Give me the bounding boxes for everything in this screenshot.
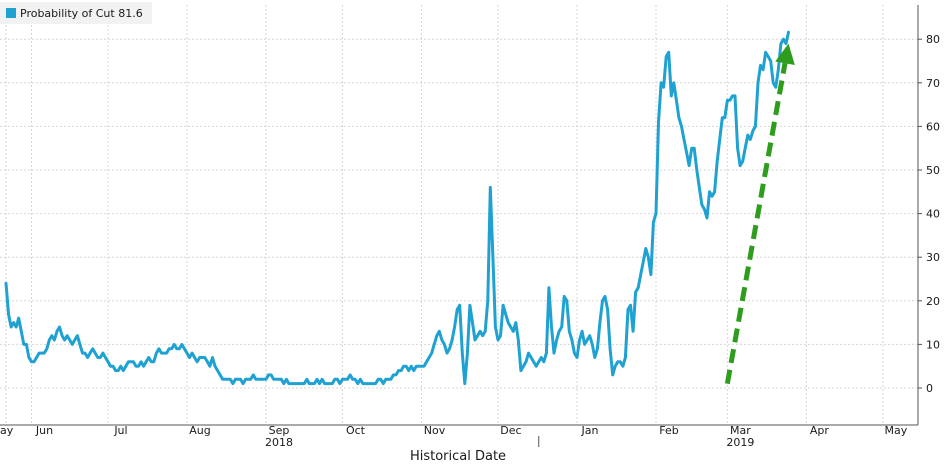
y-tick-label: 10 xyxy=(926,338,940,351)
y-tick-label: 50 xyxy=(926,164,940,177)
x-tick-label: Jan xyxy=(580,424,598,437)
x-tick-label: Apr xyxy=(810,424,830,437)
y-tick-label: 40 xyxy=(926,208,940,221)
x-year-label: 2018 xyxy=(265,436,293,449)
annotation-layer xyxy=(724,43,795,385)
series-layer xyxy=(4,30,790,386)
x-tick-label: Jun xyxy=(35,424,53,437)
trend-arrow-shaft xyxy=(724,62,788,385)
x-tick-label: Jul xyxy=(113,424,127,437)
x-tick-label: Dec xyxy=(500,424,521,437)
axes: 0 10 20 30 40 50 60 70 80 ay Jun Jul Aug Sep Oct Nov Dec… xyxy=(0,5,940,449)
legend-background xyxy=(0,2,152,24)
y-tick-label: 80 xyxy=(926,33,940,46)
x-year-label: 2019 xyxy=(726,436,754,449)
y-tick-label: 60 xyxy=(926,120,940,133)
x-axis-title: Historical Date xyxy=(410,449,506,464)
y-tick-label: 20 xyxy=(926,295,940,308)
legend-swatch xyxy=(6,8,16,18)
series-line xyxy=(4,30,790,386)
x-tick-label: Oct xyxy=(346,424,366,437)
y-tick-label: 70 xyxy=(926,77,940,90)
legend-label: Probability of Cut 81.6 xyxy=(20,7,143,20)
trend-arrow-head xyxy=(775,43,795,65)
y-tick-label: 0 xyxy=(926,382,933,395)
x-tick-label: Feb xyxy=(659,424,678,437)
x-tick-label: Aug xyxy=(189,424,210,437)
x-tick-label: Nov xyxy=(424,424,446,437)
x-tick-label: Mar xyxy=(730,424,751,437)
x-tick-label: ay xyxy=(0,424,14,437)
legend: Probability of Cut 81.6 xyxy=(0,2,152,24)
x-tick-label: Sep xyxy=(269,424,290,437)
x-tick-label: May xyxy=(884,424,907,437)
grid xyxy=(0,5,918,425)
y-tick-label: 30 xyxy=(926,251,940,264)
